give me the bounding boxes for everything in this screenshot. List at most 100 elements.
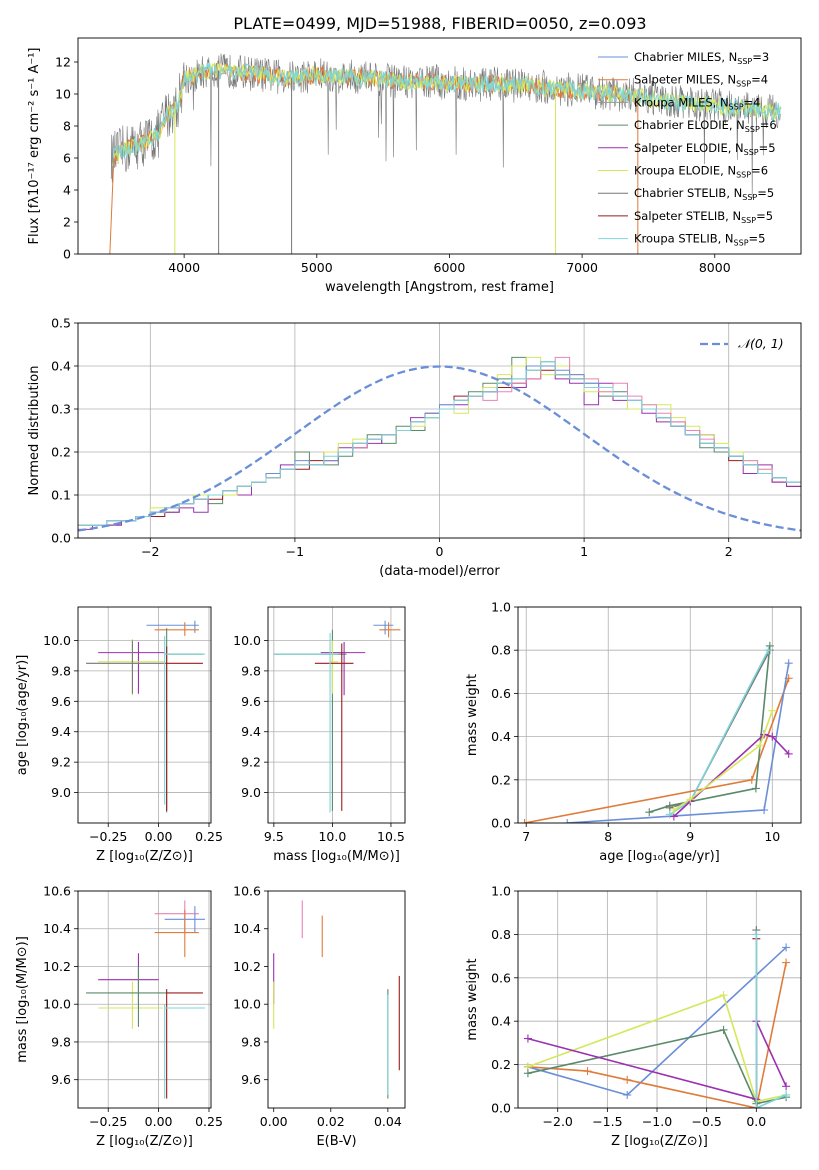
plot-area <box>86 900 205 1099</box>
y-tick-label: 10.0 <box>43 633 71 648</box>
legend-entry: Salpeter ELODIE, NSSP=5 <box>634 141 776 157</box>
y-tick-label: 10 <box>55 87 71 102</box>
weight-line-salpeter_elodie <box>673 733 790 818</box>
plot-frame <box>267 890 406 1109</box>
y-tick-label: 0.4 <box>51 359 71 374</box>
y-tick-label: 2 <box>63 215 71 230</box>
weight-line-kroupa_stelib <box>755 934 787 1108</box>
y-tick-label: 9.0 <box>51 785 71 800</box>
spectrum-edge <box>109 157 115 254</box>
y-tick-label: 0.0 <box>51 531 71 546</box>
x-tick-label: −1.5 <box>592 1114 622 1129</box>
legend-entry: Kroupa MILES, NSSP=4 <box>634 95 760 111</box>
y-tick-label: 0.6 <box>491 686 511 701</box>
plot-area <box>273 620 401 813</box>
x-tick-label: 6000 <box>434 260 466 275</box>
x-tick-label: 9 <box>686 829 694 844</box>
x-axis-label: (data-model)/error <box>379 564 500 579</box>
y-tick-label: 10.6 <box>233 884 261 899</box>
x-axis-label: Z [log₁₀(Z/Z⊙)] <box>96 849 193 864</box>
plot-frame <box>517 606 802 824</box>
y-tick-label: 1.0 <box>491 884 511 899</box>
x-tick-label: 0.25 <box>195 1114 223 1129</box>
y-tick-label: 0.8 <box>491 927 511 942</box>
model-spectrum-kroupa_stelib <box>112 62 782 166</box>
y-tick-label: 0.2 <box>51 445 71 460</box>
y-tick-label: 0.6 <box>491 970 511 985</box>
x-axis-label: Z [log₁₀(Z/Z⊙)] <box>96 1134 193 1149</box>
y-tick-label: 12 <box>55 55 71 70</box>
y-tick-label: 10.0 <box>233 997 261 1012</box>
plot-frame <box>77 606 212 824</box>
x-tick-label: 0.00 <box>145 1114 173 1129</box>
x-tick-label: 1 <box>580 544 588 559</box>
panel-age_vs_mass: 9.5 10.0 10.5 9.0 9.2 9.4 9.6 9.8 10.0 mass [log₁… <box>233 606 406 864</box>
y-tick-label: 4 <box>63 183 71 198</box>
legend-entry: Chabrier STELIB, NSSP=5 <box>634 186 774 202</box>
y-tick-label: 10.2 <box>43 959 71 974</box>
y-tick-label: 10.4 <box>233 921 261 936</box>
y-tick-label: 10.6 <box>43 884 71 899</box>
y-tick-label: 9.6 <box>51 694 71 709</box>
legend-entry: 𝒩(0, 1) <box>738 336 784 351</box>
x-tick-label: 0.04 <box>374 1114 402 1129</box>
y-tick-label: 1.0 <box>491 600 511 615</box>
panel-mass_vs_ebv: 0.00 0.02 0.04 9.6 9.8 10.0 10.2 10.4 10.6 E(B-V) <box>233 884 406 1149</box>
panel-weight_vs_Z: −2.0 −1.5 −1.0 −0.5 0.0 0.0 0.2 0.4 0.6 0.8 1.0 Z [… <box>465 884 802 1149</box>
y-tick-label: 6 <box>63 151 71 166</box>
panel-weight_vs_age: 7 8 9 10 0.0 0.2 0.4 0.6 0.8 1.0 age [log₁₀(age/yr… <box>465 600 802 864</box>
x-tick-label: 0.02 <box>317 1114 345 1129</box>
y-tick-label: 10.0 <box>43 997 71 1012</box>
normal-curve <box>78 365 801 532</box>
weight-line-kroupa_elodie <box>527 994 787 1103</box>
y-axis-label: age [log₁₀(age/yr)] <box>15 655 30 776</box>
y-tick-label: 9.0 <box>241 785 261 800</box>
histogram-kroupa_stelib <box>78 361 801 526</box>
legend-entry: Salpeter STELIB, NSSP=5 <box>634 209 773 225</box>
y-tick-label: 0.4 <box>491 1014 511 1029</box>
y-axis-label: Normed distribution <box>27 366 42 496</box>
x-tick-label: 0.00 <box>260 1114 288 1129</box>
weight-line-kroupa_elodie <box>673 710 774 811</box>
legend-entry: Salpeter MILES, NSSP=4 <box>634 73 768 89</box>
x-axis-label: wavelength [Angstrom, rest frame] <box>325 280 554 295</box>
y-tick-label: 9.4 <box>241 724 261 739</box>
y-axis-label: Flux [fλ10⁻¹⁷ erg cm⁻² s⁻¹ A⁻¹] <box>27 48 42 245</box>
y-tick-label: 9.8 <box>51 1034 71 1049</box>
x-tick-label: 0.0 <box>746 1114 766 1129</box>
plot-frame <box>77 890 212 1109</box>
plot-frame <box>77 322 802 539</box>
y-tick-label: 9.6 <box>241 1072 261 1087</box>
panel-mass_vs_Z: −0.25 0.00 0.25 9.6 9.8 10.0 10.2 10.4 10.6 Z [lo… <box>15 884 223 1150</box>
y-tick-label: 9.8 <box>51 663 71 678</box>
x-tick-label: 4000 <box>168 260 200 275</box>
weight-line-chabrier_stelib <box>669 649 771 809</box>
y-tick-label: 0.2 <box>491 772 511 787</box>
y-tick-label: 0.0 <box>491 1101 511 1116</box>
x-tick-label: 9.5 <box>264 829 284 844</box>
observed-spectrum-line <box>110 53 781 199</box>
panel-spectrum: 4000 5000 6000 7000 8000 0 2 4 6 8 10 12 wavelength … <box>27 37 802 295</box>
weight-line-salpeter_miles <box>524 678 790 823</box>
y-tick-label: 9.6 <box>241 694 261 709</box>
plot-area <box>520 641 793 823</box>
x-axis-label: E(B-V) <box>316 1134 356 1149</box>
y-tick-label: 0.8 <box>491 643 511 658</box>
weight-line-chabrier_elodie <box>648 645 771 813</box>
y-tick-label: 0.2 <box>491 1057 511 1072</box>
y-tick-label: 9.4 <box>51 724 71 739</box>
y-tick-label: 10.2 <box>233 959 261 974</box>
x-tick-label: 7000 <box>566 260 598 275</box>
x-tick-label: 10 <box>764 829 780 844</box>
x-axis-label: age [log₁₀(age/yr)] <box>599 849 720 864</box>
y-tick-label: 0.0 <box>491 816 511 831</box>
legend-entry: Kroupa STELIB, NSSP=5 <box>634 232 765 248</box>
x-tick-label: −1 <box>286 544 304 559</box>
figure-title: PLATE=0499, MJD=51988, FIBERID=0050, z=0… <box>233 14 646 33</box>
y-axis-label: mass [log₁₀(M/M⊙)] <box>15 936 30 1063</box>
x-tick-label: 10.5 <box>377 829 405 844</box>
y-tick-label: 0.4 <box>491 729 511 744</box>
x-tick-label: 0.25 <box>195 829 223 844</box>
weight-line-chabrier_elodie <box>527 1028 787 1105</box>
